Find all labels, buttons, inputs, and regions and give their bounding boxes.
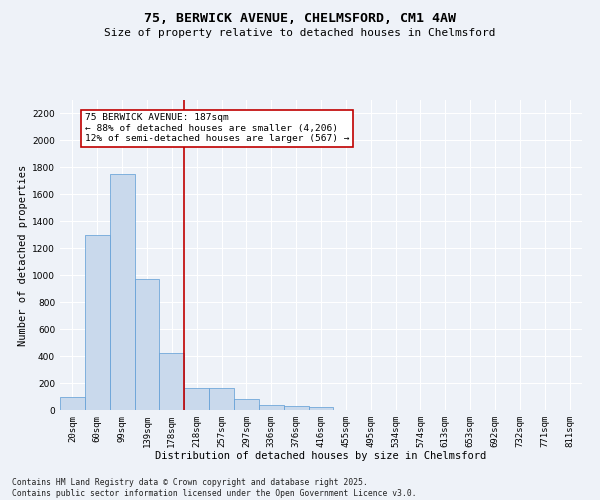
Bar: [184, 388, 209, 410]
Bar: [60, 396, 85, 410]
Bar: [259, 404, 284, 410]
Text: 75 BERWICK AVENUE: 187sqm
← 88% of detached houses are smaller (4,206)
12% of se: 75 BERWICK AVENUE: 187sqm ← 88% of detac…: [85, 114, 349, 144]
Text: Contains HM Land Registry data © Crown copyright and database right 2025.
Contai: Contains HM Land Registry data © Crown c…: [12, 478, 416, 498]
Bar: [284, 406, 308, 410]
X-axis label: Distribution of detached houses by size in Chelmsford: Distribution of detached houses by size …: [155, 452, 487, 462]
Bar: [160, 354, 184, 410]
Y-axis label: Number of detached properties: Number of detached properties: [18, 164, 28, 346]
Text: 75, BERWICK AVENUE, CHELMSFORD, CM1 4AW: 75, BERWICK AVENUE, CHELMSFORD, CM1 4AW: [144, 12, 456, 26]
Bar: [209, 388, 234, 410]
Bar: [308, 408, 334, 410]
Bar: [85, 235, 110, 410]
Bar: [110, 174, 134, 410]
Bar: [134, 278, 160, 410]
Text: Size of property relative to detached houses in Chelmsford: Size of property relative to detached ho…: [104, 28, 496, 38]
Bar: [234, 399, 259, 410]
